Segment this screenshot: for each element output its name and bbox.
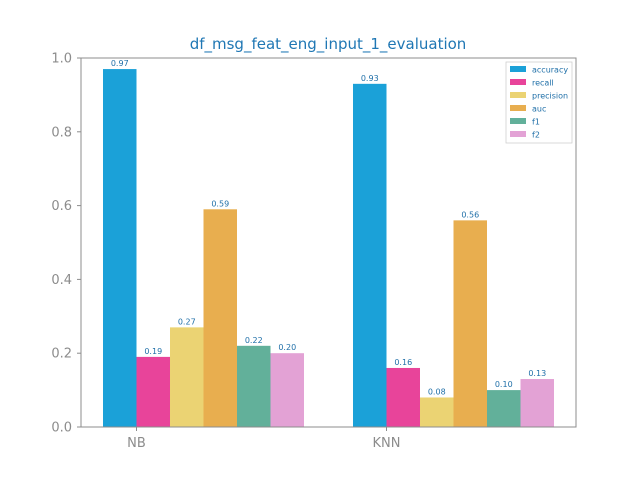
- y-tick-label: 0.2: [51, 347, 72, 362]
- y-tick-label: 0.6: [51, 199, 72, 214]
- y-tick-label: 1.0: [51, 52, 72, 67]
- legend-box: [505, 61, 573, 144]
- legend-swatch-accuracy: [510, 66, 526, 72]
- legend-label-auc: auc: [532, 105, 546, 114]
- bar-f2-knn: [520, 379, 554, 427]
- data-label: 0.16: [394, 358, 412, 367]
- legend-label-accuracy: accuracy: [532, 66, 568, 75]
- x-tick-label: KNN: [373, 436, 401, 451]
- legend-label-precision: precision: [532, 92, 568, 101]
- y-tick-label: 0.4: [51, 273, 72, 288]
- x-tick-label: NB: [127, 436, 146, 451]
- legend[interactable]: accuracy recall precision auc f1 f2: [505, 61, 573, 144]
- bar-auc-nb: [203, 209, 237, 427]
- bar-recall-nb: [136, 356, 170, 427]
- data-label: 0.56: [461, 210, 479, 219]
- data-label: 0.59: [211, 199, 229, 208]
- chart-title: df_msg_feat_eng_input_1_evaluation: [190, 35, 467, 54]
- bar-recall-knn: [386, 367, 420, 427]
- x-axis: NB KNN: [127, 427, 400, 451]
- legend-swatch-recall: [510, 79, 526, 85]
- y-tick-label: 0.8: [51, 125, 72, 140]
- bar-accuracy-knn: [353, 83, 387, 427]
- legend-swatch-precision: [510, 92, 526, 98]
- y-axis: 0.0 0.2 0.4 0.6 0.8 1.0: [51, 52, 81, 436]
- data-label: 0.93: [361, 74, 379, 83]
- data-label: 0.19: [144, 347, 162, 356]
- legend-label-f1: f1: [532, 118, 540, 127]
- data-label: 0.13: [528, 369, 546, 378]
- bar-accuracy-nb: [103, 69, 137, 427]
- legend-swatch-auc: [510, 105, 526, 111]
- data-label: 0.08: [428, 387, 446, 396]
- bar-precision-knn: [420, 397, 454, 427]
- y-tick-label: 0.0: [51, 421, 72, 436]
- data-label: 0.97: [111, 59, 129, 68]
- legend-swatch-f2: [510, 131, 526, 137]
- plot-frame: [80, 57, 577, 428]
- legend-label-f2: f2: [532, 131, 540, 140]
- bars-layer: [103, 69, 554, 427]
- data-label: 0.22: [245, 336, 263, 345]
- bar-f1-nb: [237, 345, 271, 427]
- legend-label-recall: recall: [532, 79, 554, 88]
- bar-f1-knn: [487, 390, 521, 427]
- data-label: 0.20: [278, 343, 296, 352]
- legend-swatch-f1: [510, 118, 526, 124]
- data-label: 0.10: [495, 380, 513, 389]
- bar-f2-nb: [270, 353, 304, 427]
- data-label: 0.27: [178, 317, 196, 326]
- bar-auc-knn: [453, 220, 487, 427]
- data-labels-layer: 0.97 0.93 0.19 0.16 0.27 0.08 0.59 0.56 0.22 0.10…: [111, 59, 546, 396]
- bar-precision-nb: [170, 327, 204, 427]
